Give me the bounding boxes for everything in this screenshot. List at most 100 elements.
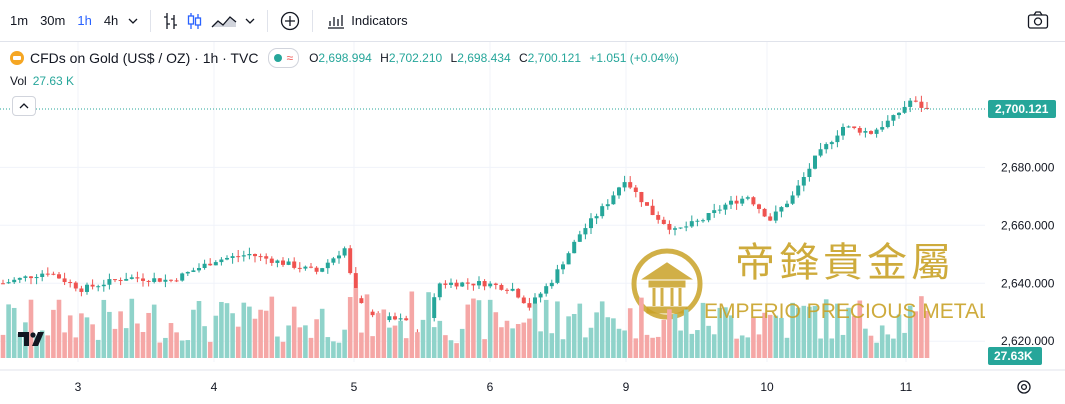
time-tick-label: 4 [211, 380, 218, 394]
candle-body [353, 273, 358, 299]
volume-bar [230, 313, 235, 358]
emperio-watermark-logo [631, 248, 703, 320]
candle-body [656, 215, 661, 220]
bar-chart-type-icon[interactable] [159, 7, 183, 35]
timeframe-1m[interactable]: 1m [10, 12, 29, 28]
candle-body [902, 106, 907, 113]
candle-body [807, 168, 812, 178]
candle-body [40, 273, 45, 277]
volume-bar [101, 299, 107, 358]
volume-bar [655, 336, 661, 358]
tradingview-logo[interactable] [18, 330, 46, 348]
candle-body [281, 260, 285, 265]
plus-circle-icon[interactable] [276, 7, 304, 35]
volume-bar [588, 327, 594, 358]
volume-bar [700, 302, 706, 358]
market-status-pill[interactable]: ≈ [268, 48, 300, 68]
candle-body [661, 219, 666, 224]
candle-body [740, 198, 745, 204]
indicators-button[interactable]: Indicators [321, 7, 413, 35]
volume-label: Vol [10, 74, 27, 88]
volume-bar [711, 334, 717, 358]
symbol-title[interactable]: CFDs on Gold (US$ / OZ) · 1h · TVC [30, 50, 259, 66]
candle-body [157, 278, 162, 282]
volume-bar [661, 319, 667, 358]
volume-bar [605, 317, 611, 358]
candle-body [611, 195, 616, 205]
indicators-icon [328, 14, 345, 29]
price-chart[interactable]: 帝鋒貴金屬 EMPERIO PRECIOUS METALS 2,620.000 2,6… [0, 42, 1065, 404]
volume-legend: Vol 27.63 K [10, 74, 74, 88]
candle-body [684, 226, 689, 228]
candle-body [269, 258, 274, 263]
candle-body [443, 283, 448, 285]
volume-bar [767, 314, 773, 358]
candle-body [225, 257, 229, 260]
high-value: 2,702.210 [388, 51, 443, 65]
candle-body [757, 204, 761, 209]
price-tick-label: 2,640.000 [1001, 276, 1055, 290]
area-chart-type-icon[interactable] [207, 7, 241, 35]
volume-bar [140, 331, 146, 358]
candle-body [275, 260, 280, 263]
volume-bar [286, 325, 291, 358]
volume-value: 27.63 K [32, 74, 75, 88]
volume-bar [392, 325, 398, 358]
candle-body [465, 282, 470, 284]
candle-body [846, 126, 851, 128]
indicators-label: Indicators [351, 13, 408, 28]
candle-body [829, 142, 834, 145]
time-tick-label: 10 [760, 380, 774, 394]
candle-body [835, 135, 840, 143]
candle-body [12, 279, 17, 283]
last-volume-tag [988, 347, 1042, 365]
volume-bar [219, 301, 224, 358]
volume-bar [795, 307, 801, 358]
chevron-down-icon[interactable] [124, 7, 142, 35]
volume-bar [303, 325, 308, 358]
candle-body [801, 177, 806, 186]
settings-icon[interactable] [1015, 378, 1033, 401]
timeframe-1h[interactable]: 1h [77, 12, 92, 28]
top-toolbar: 1m 30m 1h 4h Indicators [0, 0, 1065, 42]
volume-bar [112, 328, 118, 358]
collapse-legend-button[interactable] [12, 96, 36, 116]
volume-bar [739, 335, 745, 358]
volume-bar [879, 325, 885, 358]
ohlc-values: O2,698.994 H2,702.210 L2,698.434 C2,700.… [309, 51, 679, 65]
candles-chart-type-icon[interactable] [183, 7, 207, 35]
volume-bar [95, 339, 101, 358]
volume-bar [398, 320, 403, 358]
candle-body [325, 262, 330, 269]
volume-bar [874, 342, 879, 358]
candle-body [247, 253, 252, 256]
candle-body [62, 278, 67, 283]
candle-body [152, 278, 157, 282]
volume-bar [622, 330, 627, 358]
volume-bar [11, 307, 17, 358]
candle-body [180, 273, 185, 281]
volume-bar [51, 309, 56, 358]
volume-bar [129, 298, 135, 358]
volume-bar [459, 328, 465, 358]
volume-bar [431, 327, 437, 358]
volume-bar [409, 291, 415, 358]
volume-bar [45, 335, 51, 358]
candle-body [174, 280, 179, 282]
chevron-down-icon[interactable] [241, 7, 259, 35]
candle-body [258, 256, 263, 258]
volume-bar [678, 330, 683, 358]
volume-bar [801, 305, 807, 358]
candle-body [717, 209, 722, 211]
timeframe-30m[interactable]: 30m [40, 12, 66, 28]
camera-icon[interactable] [1027, 10, 1049, 35]
candle-body [790, 195, 795, 204]
candle-body [348, 248, 353, 274]
volume-bar [851, 316, 857, 358]
volume-bar [644, 334, 650, 358]
volume-bar [521, 322, 527, 358]
candle-body [314, 267, 319, 272]
volume-bar [319, 308, 325, 358]
candle-body [566, 253, 571, 265]
timeframe-4h[interactable]: 4h [103, 12, 119, 28]
